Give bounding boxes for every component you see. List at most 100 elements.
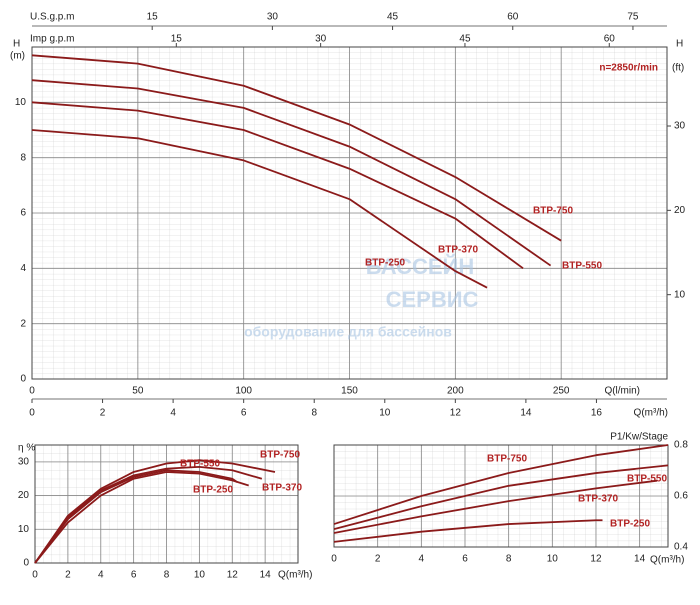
series-label: BTP-370	[438, 245, 478, 256]
y2-tick-label: 30	[674, 121, 686, 132]
y-tick-label: 10	[15, 97, 27, 108]
x-tick-label: 0	[29, 386, 35, 397]
y-tick-label: 0	[20, 374, 26, 385]
annotation: n=2850r/min	[599, 63, 658, 74]
x-tick-label: 10	[194, 570, 206, 581]
axis-label: P1/Kw/Stage	[610, 432, 668, 443]
axis-label: (ft)	[672, 63, 684, 74]
series-label: BTP-250	[365, 258, 405, 269]
plot-frame	[31, 46, 668, 380]
watermark: СЕРВИС	[386, 287, 479, 312]
x-tick-label: 200	[447, 386, 464, 397]
x-tick-label: 8	[311, 408, 317, 419]
axis-label: (m)	[10, 51, 25, 62]
axis-label: Q(m³/h)	[650, 555, 684, 566]
y-tick-label: 0.4	[674, 542, 688, 553]
plot-frame	[34, 444, 299, 564]
x-tick-label: 45	[387, 12, 399, 23]
x-tick-label: 45	[459, 34, 471, 45]
curve	[333, 519, 603, 543]
series-label: BTP-550	[627, 474, 667, 485]
x-tick-label: 4	[98, 570, 104, 581]
x-tick-label: 4	[419, 554, 425, 565]
x-tick-label: 6	[462, 554, 468, 565]
axis-label: Q(m³/h)	[278, 570, 312, 581]
curve	[31, 54, 562, 242]
y-tick-label: 2	[20, 318, 26, 329]
x-tick-label: 14	[520, 408, 532, 419]
curve	[34, 469, 238, 564]
x-tick-label: 16	[591, 408, 603, 419]
x-tick-label: 0	[29, 408, 35, 419]
x-tick-label: 10	[547, 554, 559, 565]
curve	[333, 464, 669, 531]
x-tick-label: 2	[65, 570, 71, 581]
series-label: BTP-750	[260, 450, 300, 461]
y-tick-label: 0.6	[674, 491, 688, 502]
axis-label: H	[13, 39, 20, 50]
x-tick-label: 2	[375, 554, 381, 565]
x-tick-label: 4	[170, 408, 176, 419]
x-tick-label: 0	[331, 554, 337, 565]
x-tick-label: 100	[235, 386, 252, 397]
series-label: BTP-250	[610, 519, 650, 530]
x-tick-label: 75	[627, 12, 639, 23]
x-tick-label: 250	[553, 386, 570, 397]
x-tick-label: 60	[507, 12, 519, 23]
x-tick-label: 10	[379, 408, 391, 419]
curve	[34, 466, 263, 564]
axis-label: U.S.g.p.m	[30, 12, 74, 23]
x-tick-label: 0	[32, 570, 38, 581]
y-tick-label: 30	[18, 456, 30, 467]
y-tick-label: 8	[20, 152, 26, 163]
x-tick-label: 30	[315, 34, 327, 45]
y-tick-label: 0.8	[674, 440, 688, 451]
x-tick-label: 150	[341, 386, 358, 397]
x-tick-label: 50	[132, 386, 144, 397]
axis-label: H	[676, 39, 683, 50]
series-label: BTP-550	[562, 261, 602, 272]
x-tick-label: 6	[131, 570, 137, 581]
curve	[34, 459, 276, 564]
y-tick-label: 0	[23, 558, 29, 569]
plot-frame	[333, 444, 669, 548]
x-tick-label: 8	[164, 570, 170, 581]
x-tick-label: 14	[634, 554, 646, 565]
x-tick-label: 2	[100, 408, 106, 419]
y2-tick-label: 20	[674, 205, 686, 216]
x-tick-label: 15	[147, 12, 159, 23]
y-tick-label: 6	[20, 208, 26, 219]
x-tick-label: 30	[267, 12, 279, 23]
series-label: BTP-750	[487, 454, 527, 465]
series-label: BTP-250	[193, 485, 233, 496]
curve	[31, 101, 524, 270]
x-tick-label: 12	[227, 570, 239, 581]
x-tick-label: 60	[604, 34, 616, 45]
series-label: BTP-370	[578, 494, 618, 505]
y2-tick-label: 10	[674, 289, 686, 300]
axis-label: Q(l/min)	[604, 386, 640, 397]
curve	[31, 129, 488, 289]
watermark: БАССЕЙН	[366, 254, 474, 279]
x-tick-label: 6	[241, 408, 247, 419]
series-label: BTP-550	[180, 459, 220, 470]
y-tick-label: 4	[20, 263, 26, 274]
x-tick-label: 8	[506, 554, 512, 565]
curve	[333, 444, 669, 525]
curve	[31, 79, 552, 267]
series-label: BTP-370	[262, 483, 302, 494]
axis-label: Imp g.p.m	[30, 34, 74, 45]
x-tick-label: 14	[260, 570, 272, 581]
curve	[34, 471, 249, 564]
y-tick-label: 20	[18, 490, 30, 501]
axis-label: η %	[18, 443, 35, 454]
axis-label: Q(m³/h)	[634, 408, 668, 419]
x-tick-label: 12	[590, 554, 602, 565]
x-tick-label: 12	[450, 408, 462, 419]
series-label: BTP-750	[533, 206, 573, 217]
curve	[333, 479, 658, 534]
x-tick-label: 15	[171, 34, 183, 45]
y-tick-label: 10	[18, 524, 30, 535]
watermark: оборудование для бассейнов	[244, 324, 452, 340]
